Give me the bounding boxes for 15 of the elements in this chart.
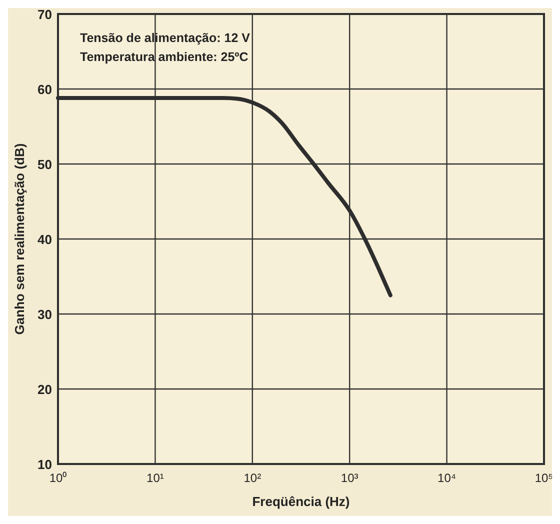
x-tick-label: 10⁴ [438,471,456,485]
x-tick-label: 10³ [340,471,358,485]
y-tick-label: 70 [38,7,52,22]
x-tick-label: 10⁰ [49,471,67,485]
y-tick-label: 50 [38,157,52,172]
x-tick-label: 10¹ [146,471,164,485]
y-tick-label: 60 [38,82,52,97]
y-tick-label: 10 [38,457,52,472]
x-tick-label: 10² [244,471,262,485]
x-axis-title: Freqüência (Hz) [252,494,350,509]
y-tick-label: 40 [38,232,52,247]
y-tick-label: 20 [38,382,52,397]
y-axis-title: Ganho sem realimentação (dB) [12,143,27,335]
y-tick-label: 30 [38,307,52,322]
x-tick-label: 10⁵ [534,471,554,485]
